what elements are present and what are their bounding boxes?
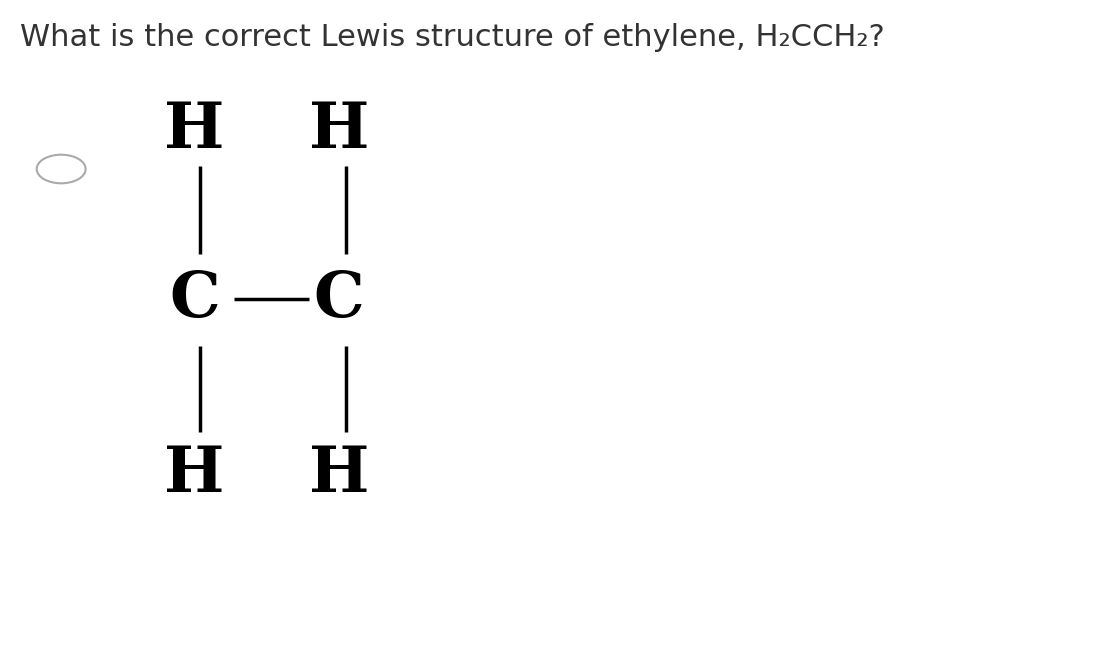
Text: C: C bbox=[314, 268, 365, 330]
Text: What is the correct Lewis structure of ethylene, H₂CCH₂?: What is the correct Lewis structure of e… bbox=[20, 23, 885, 52]
Text: H: H bbox=[309, 99, 369, 161]
Text: C: C bbox=[169, 268, 220, 330]
Text: H: H bbox=[309, 444, 369, 505]
Text: H: H bbox=[165, 444, 225, 505]
Text: H: H bbox=[165, 99, 225, 161]
